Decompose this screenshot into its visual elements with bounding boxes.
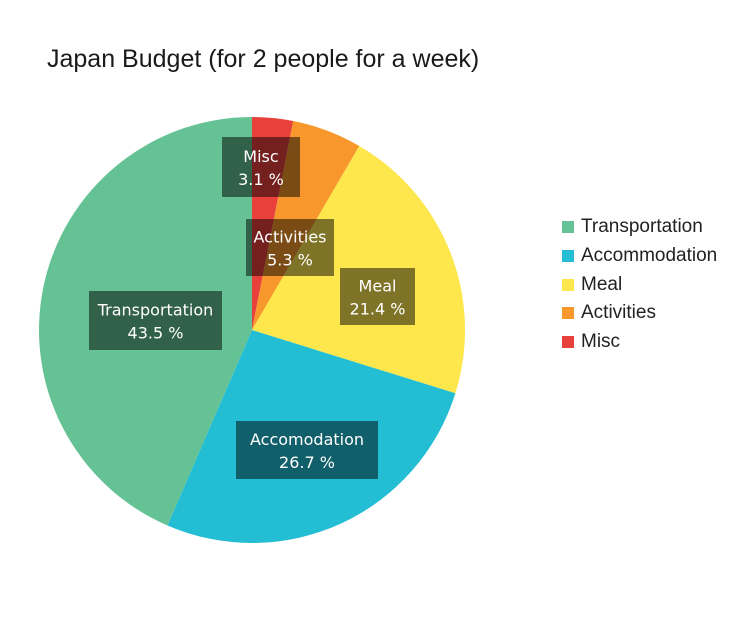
legend-item-transportation: Transportation [562, 213, 717, 242]
data-label-box [236, 421, 378, 479]
data-label-name: Misc [243, 147, 278, 166]
legend-label: Misc [581, 331, 621, 353]
data-label-value: 43.5 % [128, 324, 184, 343]
data-label-meal: Meal 21.4 % [340, 268, 415, 325]
data-label-value: 26.7 % [279, 453, 335, 472]
legend-swatch [562, 278, 574, 291]
data-label-transportation: Transportation 43.5 % [89, 291, 222, 350]
data-label-name: Meal [359, 277, 397, 296]
legend-item-meal: Meal [562, 270, 717, 299]
legend-label: Transportation [581, 216, 703, 238]
legend-label: Accommodation [581, 245, 718, 267]
data-label-box [246, 219, 334, 276]
chart-title: Japan Budget (for 2 people for a week) [47, 45, 480, 73]
legend-swatch [562, 221, 574, 234]
legend-swatch [562, 336, 574, 349]
data-label-name: Transportation [97, 301, 214, 320]
legend-swatch [562, 307, 574, 320]
legend-swatch [562, 250, 574, 263]
legend-item-misc: Misc [562, 328, 717, 357]
data-label-name: Activities [254, 228, 327, 247]
legend-item-accomodation: Accommodation [562, 242, 717, 271]
data-label-box [340, 268, 415, 325]
data-label-accomodation: Accomodation 26.7 % [236, 421, 378, 479]
data-label-value: 21.4 % [350, 300, 406, 319]
data-label-activities: Activities 5.3 % [246, 219, 334, 276]
data-label-misc: Misc 3.1 % [222, 137, 300, 197]
data-label-box [222, 137, 300, 197]
legend: Transportation Accommodation Meal Activitie… [562, 213, 717, 356]
data-label-box [89, 291, 222, 350]
data-label-value: 5.3 % [267, 251, 313, 270]
legend-label: Meal [581, 273, 623, 295]
data-label-name: Accomodation [250, 430, 364, 449]
data-labels: Misc 3.1 % Activities 5.3 % Meal 21.4 % Accomo… [89, 137, 415, 479]
data-label-value: 3.1 % [238, 170, 284, 189]
legend-item-activities: Activities [562, 299, 717, 328]
legend-label: Activities [581, 302, 656, 324]
